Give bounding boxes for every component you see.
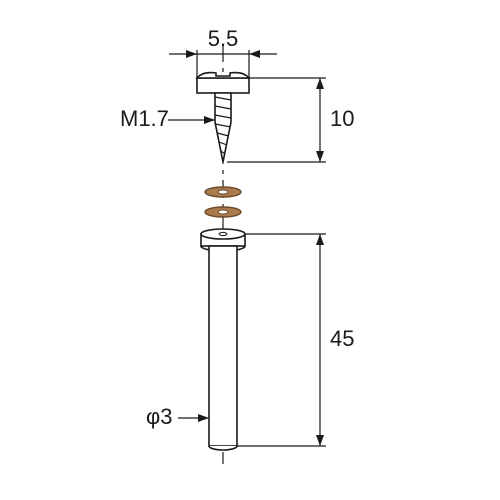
shaft (201, 229, 245, 450)
dim-head-width-label: 5.5 (208, 26, 239, 51)
dimension-diagram: 5.5 M1.7 10 45 φ3 (0, 0, 500, 500)
dim-shaft-dia-label: φ3 (146, 404, 173, 429)
dim-screw-length-label: 10 (330, 106, 354, 131)
dim-thread-label: M1.7 (120, 106, 169, 131)
washer-top (205, 187, 241, 197)
dim-shaft-length-label: 45 (330, 326, 354, 351)
washer-bottom (205, 207, 241, 217)
